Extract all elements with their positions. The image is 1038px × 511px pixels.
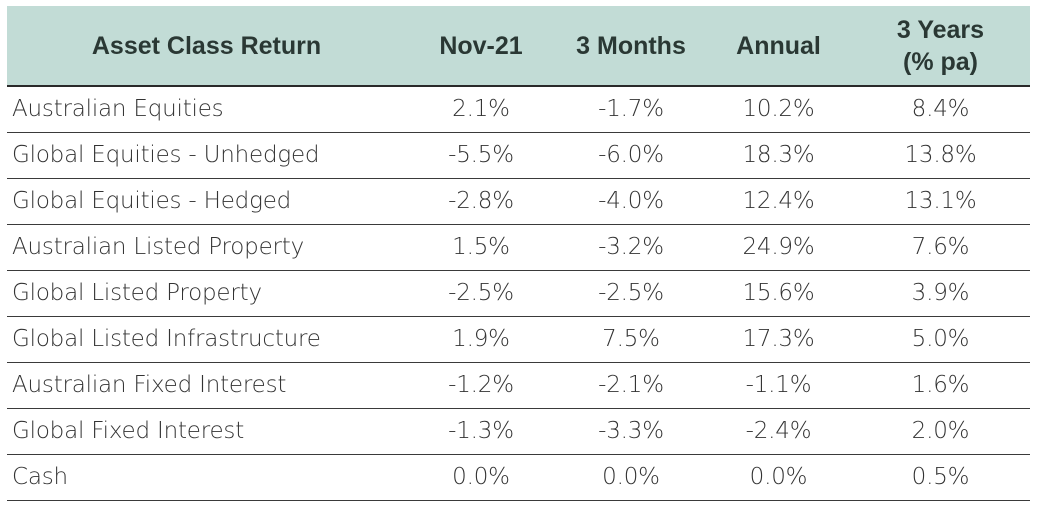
table-row: Australian Fixed Interest -1.2% -2.1% -1.1%…	[7, 362, 1030, 409]
header-row: Asset Class Return Nov-21 3 Months Annua…	[7, 6, 1030, 87]
cell-3-months: 0.0%	[556, 454, 706, 501]
table-row: Cash 0.0% 0.0% 0.0% 0.5%	[7, 454, 1030, 501]
table-header: Asset Class Return Nov-21 3 Months Annua…	[7, 6, 1030, 87]
cell-3-years: 5.0%	[851, 316, 1030, 363]
cell-annual: 17.3%	[706, 316, 851, 363]
header-3-years-line2: (% pa)	[903, 47, 978, 76]
header-3-years-line1: 3 Years	[896, 15, 985, 44]
cell-3-years: 1.6%	[851, 362, 1030, 409]
cell-nov-21: 1.9%	[406, 316, 556, 363]
cell-nov-21: 0.0%	[406, 454, 556, 501]
returns-table-container: Asset Class Return Nov-21 3 Months Annua…	[7, 6, 1030, 501]
table-row: Global Equities - Unhedged -5.5% -6.0% 18.3…	[7, 132, 1030, 179]
cell-nov-21: 1.5%	[406, 224, 556, 271]
row-label: Australian Listed Property	[7, 224, 406, 271]
header-asset-class: Asset Class Return	[7, 6, 406, 87]
row-label: Cash	[7, 454, 406, 501]
cell-nov-21: -2.5%	[406, 270, 556, 317]
cell-3-years: 13.1%	[851, 178, 1030, 225]
cell-3-months: -1.7%	[556, 86, 706, 133]
table-row: Australian Equities 2.1% -1.7% 10.2% 8.4%	[7, 86, 1030, 133]
cell-annual: -1.1%	[706, 362, 851, 409]
cell-annual: 15.6%	[706, 270, 851, 317]
table-row: Global Listed Property -2.5% -2.5% 15.6% 3.9…	[7, 270, 1030, 317]
cell-3-years: 13.8%	[851, 132, 1030, 179]
cell-3-years: 0.5%	[851, 454, 1030, 501]
header-3-months: 3 Months	[556, 6, 706, 87]
cell-annual: 10.2%	[706, 86, 851, 133]
cell-3-months: -4.0%	[556, 178, 706, 225]
row-label: Australian Fixed Interest	[7, 362, 406, 409]
cell-3-months: -2.1%	[556, 362, 706, 409]
cell-nov-21: -1.3%	[406, 408, 556, 455]
asset-class-returns-table: Asset Class Return Nov-21 3 Months Annua…	[7, 6, 1030, 501]
table-row: Australian Listed Property 1.5% -3.2% 24.9%…	[7, 224, 1030, 271]
row-label: Global Fixed Interest	[7, 408, 406, 455]
cell-annual: 24.9%	[706, 224, 851, 271]
cell-nov-21: -2.8%	[406, 178, 556, 225]
cell-3-years: 8.4%	[851, 86, 1030, 133]
row-label: Australian Equities	[7, 86, 406, 133]
cell-annual: 12.4%	[706, 178, 851, 225]
cell-3-months: -6.0%	[556, 132, 706, 179]
table-row: Global Equities - Hedged -2.8% -4.0% 12.4% 1…	[7, 178, 1030, 225]
cell-3-months: 7.5%	[556, 316, 706, 363]
cell-annual: 18.3%	[706, 132, 851, 179]
cell-3-months: -2.5%	[556, 270, 706, 317]
cell-3-months: -3.2%	[556, 224, 706, 271]
cell-annual: -2.4%	[706, 408, 851, 455]
row-label: Global Listed Infrastructure	[7, 316, 406, 363]
header-3-years: 3 Years (% pa)	[851, 6, 1030, 87]
row-label: Global Equities - Unhedged	[7, 132, 406, 179]
table-row: Global Fixed Interest -1.3% -3.3% -2.4% 2.0%	[7, 408, 1030, 455]
cell-nov-21: 2.1%	[406, 86, 556, 133]
cell-annual: 0.0%	[706, 454, 851, 501]
cell-nov-21: -1.2%	[406, 362, 556, 409]
cell-3-years: 3.9%	[851, 270, 1030, 317]
cell-nov-21: -5.5%	[406, 132, 556, 179]
cell-3-months: -3.3%	[556, 408, 706, 455]
header-annual: Annual	[706, 6, 851, 87]
header-nov-21: Nov-21	[406, 6, 556, 87]
cell-3-years: 7.6%	[851, 224, 1030, 271]
row-label: Global Listed Property	[7, 270, 406, 317]
table-body: Australian Equities 2.1% -1.7% 10.2% 8.4% Glo…	[7, 86, 1030, 501]
table-row: Global Listed Infrastructure 1.9% 7.5% 17.3…	[7, 316, 1030, 363]
row-label: Global Equities - Hedged	[7, 178, 406, 225]
cell-3-years: 2.0%	[851, 408, 1030, 455]
